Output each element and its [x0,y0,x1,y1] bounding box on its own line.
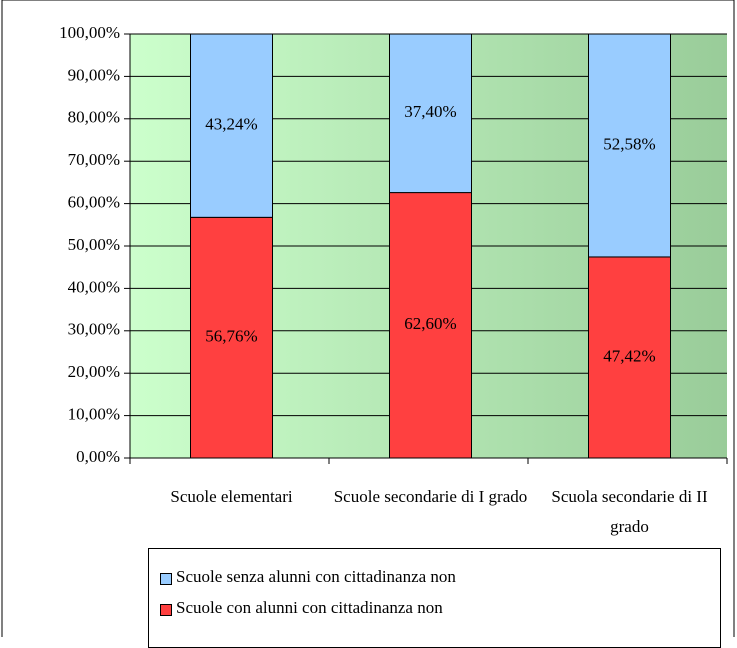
legend-label: Scuole con alunni con cittadinanza non [176,598,443,617]
chart-border [1,0,735,637]
bar-segment [588,33,671,258]
bar-segment [588,256,671,459]
bar-segment [190,216,273,459]
value-label: 56,76% [205,327,257,346]
bar-segment [389,33,472,194]
y-tick-label: 60,00% [68,193,120,212]
y-tick-label: 90,00% [68,65,120,84]
bar-segment [190,33,273,218]
y-tick-label: 30,00% [68,320,120,339]
x-tick-label: Scuola secondarie di II grado [551,487,708,536]
y-tick-label: 10,00% [68,405,120,424]
y-tick-label: 40,00% [68,277,120,296]
value-label: 52,58% [603,134,655,153]
y-tick-label: 0,00% [76,447,120,466]
value-label: 47,42% [603,346,655,365]
value-label: 43,24% [205,115,257,134]
legend-swatch [160,604,172,616]
y-tick-label: 100,00% [59,23,120,42]
x-tick-label: Scuole elementari [170,487,293,506]
y-tick-label: 70,00% [68,150,120,169]
y-tick-label: 80,00% [68,108,120,127]
value-label: 62,60% [404,314,456,333]
legend-label: Scuole senza alunni con cittadinanza non [176,567,456,586]
x-tick-label: Scuole secondarie di I grado [333,487,528,506]
y-tick-label: 20,00% [68,362,120,381]
bar-segment [389,192,472,459]
y-tick-label: 50,00% [68,235,120,254]
legend-swatch [160,573,172,585]
value-label: 37,40% [404,102,456,121]
